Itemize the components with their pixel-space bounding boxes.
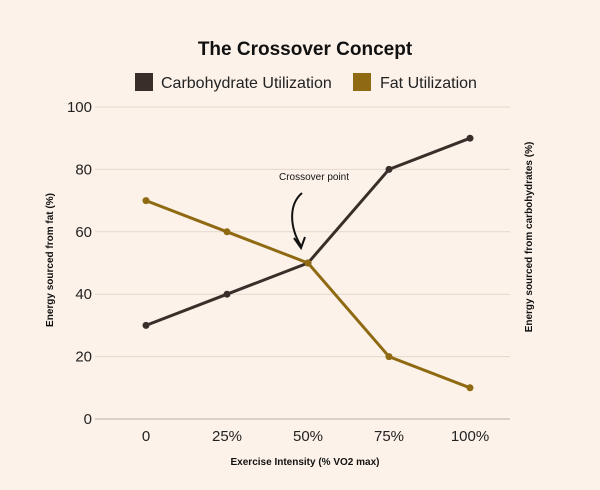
- gridlines: [95, 106, 510, 420]
- y-tick-label: 20: [75, 349, 92, 366]
- data-point: [385, 165, 393, 173]
- legend-swatch-carbohydrate: [135, 73, 153, 91]
- data-point: [385, 353, 393, 361]
- y-tick-label: 60: [75, 224, 92, 241]
- crossover-annotation: Crossover point: [279, 172, 349, 183]
- y-tick-label: 100: [67, 99, 92, 116]
- x-tick-label: 50%: [293, 428, 323, 445]
- legend-label-fat: Fat Utilization: [380, 75, 477, 92]
- y-tick-label: 80: [75, 161, 92, 178]
- data-point: [142, 321, 150, 329]
- x-tick-label: 0: [142, 428, 150, 445]
- data-point: [223, 290, 231, 298]
- crossover-arrow-icon: [291, 192, 306, 251]
- data-point: [304, 259, 312, 267]
- data-point: [466, 384, 474, 392]
- x-tick-label: 25%: [212, 428, 242, 445]
- chart-title: The Crossover Concept: [198, 39, 413, 60]
- x-tick-labels: 0 25% 50% 75% 100%: [142, 428, 489, 445]
- x-tick-label: 100%: [451, 428, 489, 445]
- data-point: [223, 228, 231, 236]
- x-axis-title: Exercise Intensity (% VO2 max): [231, 457, 380, 468]
- legend-label-carbohydrate: Carbohydrate Utilization: [161, 75, 332, 92]
- y-axis-title-left: Energy sourced from fat (%): [45, 193, 56, 327]
- legend-swatch-fat: [353, 73, 371, 91]
- data-point: [466, 134, 474, 142]
- y-tick-label: 40: [75, 286, 92, 303]
- series-lines: [142, 134, 474, 392]
- data-point: [142, 197, 150, 205]
- y-axis-title-right: Energy sourced from carbohydrates (%): [524, 142, 535, 333]
- y-tick-label: 0: [84, 411, 92, 428]
- x-tick-label: 75%: [374, 428, 404, 445]
- y-tick-labels: 0 20 40 60 80 100: [67, 99, 92, 428]
- legend: Carbohydrate Utilization Fat Utilization: [135, 73, 477, 92]
